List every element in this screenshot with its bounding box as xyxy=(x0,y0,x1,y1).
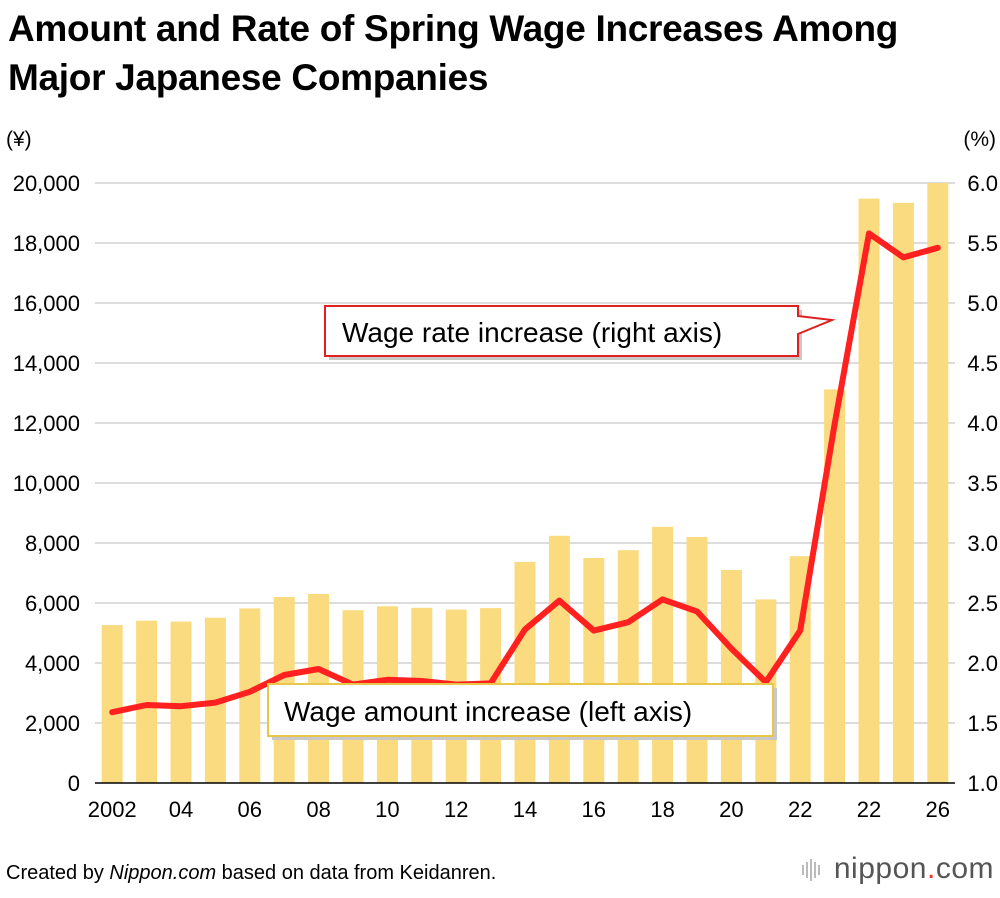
right-axis-tick-label: 2.0 xyxy=(967,651,998,676)
amount-bar xyxy=(583,558,605,783)
x-axis-tick-label: 06 xyxy=(238,797,262,822)
credit-prefix: Created by xyxy=(6,862,110,884)
logo-dot: . xyxy=(926,852,936,885)
x-axis-tick-label: 04 xyxy=(169,797,193,822)
amount-bar xyxy=(858,198,880,784)
nippon-logo: nippon.com xyxy=(801,852,994,886)
right-axis-tick-label: 5.5 xyxy=(967,231,998,256)
x-axis-tick-label: 26 xyxy=(926,797,950,822)
right-axis-tick-label: 4.5 xyxy=(967,351,998,376)
logo-name: nippon xyxy=(833,852,927,885)
left-axis-tick-label: 2,000 xyxy=(25,711,80,736)
right-axis-tick-label: 2.5 xyxy=(967,591,998,616)
credit-source: Nippon.com xyxy=(109,862,217,884)
left-axis-tick-label: 10,000 xyxy=(13,471,80,496)
left-axis-tick-label: 12,000 xyxy=(13,411,80,436)
left-axis-tick-label: 6,000 xyxy=(25,591,80,616)
logo-tld: com xyxy=(935,852,994,885)
left-axis-tick-label: 16,000 xyxy=(13,291,80,316)
right-axis-tick-label: 4.0 xyxy=(967,411,998,436)
amount-bar xyxy=(170,621,192,783)
amount-bar xyxy=(686,537,708,783)
amount-bar xyxy=(548,535,570,783)
right-axis-tick-label: 1.0 xyxy=(967,771,998,796)
right-axis-tick-label: 3.0 xyxy=(967,531,998,556)
amount-bar xyxy=(136,620,158,783)
amount-bar xyxy=(239,608,261,783)
x-axis-tick-label: 20 xyxy=(719,797,743,822)
right-axis-unit: (%) xyxy=(963,128,996,151)
x-axis-tick-label: 08 xyxy=(306,797,330,822)
callouts: Wage rate increase (right axis) Wage amou… xyxy=(267,305,836,740)
x-axis-tick-label: 22 xyxy=(857,797,881,822)
chart-title: Amount and Rate of Spring Wage Increases… xyxy=(8,8,899,98)
line-series xyxy=(109,230,941,716)
rate-callout-box xyxy=(324,305,836,357)
gridlines xyxy=(95,182,955,724)
amount-bar xyxy=(101,625,123,783)
source-credit: Created by Nippon.com based on data from… xyxy=(6,862,496,885)
credit-suffix: based on data from Keidanren. xyxy=(216,862,497,884)
amount-callout-box xyxy=(267,683,774,737)
x-axis-tick-label: 16 xyxy=(582,797,606,822)
left-axis-tick-label: 4,000 xyxy=(25,651,80,676)
left-axis-tick-label: 20,000 xyxy=(13,171,80,196)
right-axis-tick-label: 3.5 xyxy=(967,471,998,496)
right-axis-tick-label: 5.0 xyxy=(967,291,998,316)
right-axis-tick-label: 6.0 xyxy=(967,171,998,196)
amount-bar xyxy=(892,202,914,784)
amount-bar xyxy=(514,561,536,783)
amount-bar xyxy=(617,550,639,783)
left-axis-tick-label: 18,000 xyxy=(13,231,80,256)
left-axis-tick-label: 14,000 xyxy=(13,351,80,376)
x-axis-tick-label: 18 xyxy=(650,797,674,822)
amount-bar xyxy=(720,570,742,783)
amount-callout-label: Wage amount increase (left axis) xyxy=(284,696,692,727)
left-axis-tick-label: 8,000 xyxy=(25,531,80,556)
right-axis-tick-label: 1.5 xyxy=(967,711,998,736)
axes: 0 1.0 2,000 1.5 4,000 2.0 6,000 2.5 8,000 3.0 10,0… xyxy=(13,171,998,822)
rate-callout-label: Wage rate increase (right axis) xyxy=(342,317,722,348)
amount-bar xyxy=(652,526,674,783)
logo-mark-icon xyxy=(801,859,820,882)
x-axis-tick-label: 10 xyxy=(375,797,399,822)
amount-bar xyxy=(927,183,949,783)
x-axis-tick-label: 14 xyxy=(513,797,537,822)
x-axis-tick-label: 22 xyxy=(788,797,812,822)
amount-bar xyxy=(824,389,846,783)
rate-line xyxy=(109,230,941,716)
left-axis-tick-label: 0 xyxy=(68,771,80,796)
x-axis-tick-label: 2002 xyxy=(88,797,137,822)
x-axis-tick-label: 12 xyxy=(444,797,468,822)
left-axis-unit: (¥) xyxy=(6,128,32,151)
